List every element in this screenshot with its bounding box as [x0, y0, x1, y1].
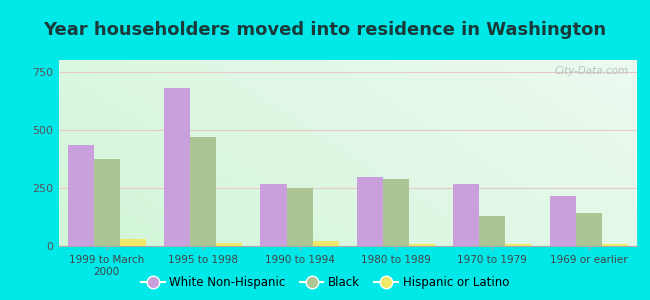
Text: Year householders moved into residence in Washington: Year householders moved into residence i…	[44, 21, 606, 39]
Bar	[120, 239, 146, 246]
Bar	[576, 214, 602, 246]
Bar	[94, 159, 120, 246]
Bar	[602, 244, 628, 246]
Bar	[164, 88, 190, 246]
Bar	[506, 244, 532, 246]
Bar	[453, 184, 479, 246]
Bar	[479, 216, 506, 246]
Bar	[383, 179, 409, 246]
Bar	[550, 196, 576, 246]
Text: City-Data.com: City-Data.com	[554, 66, 629, 76]
Bar	[68, 145, 94, 246]
Bar	[216, 243, 242, 246]
Bar	[190, 137, 216, 246]
Bar	[287, 188, 313, 246]
Bar	[357, 177, 383, 246]
Bar	[261, 184, 287, 246]
Legend: White Non-Hispanic, Black, Hispanic or Latino: White Non-Hispanic, Black, Hispanic or L…	[136, 272, 514, 294]
Bar	[313, 241, 339, 246]
Bar	[409, 244, 435, 246]
